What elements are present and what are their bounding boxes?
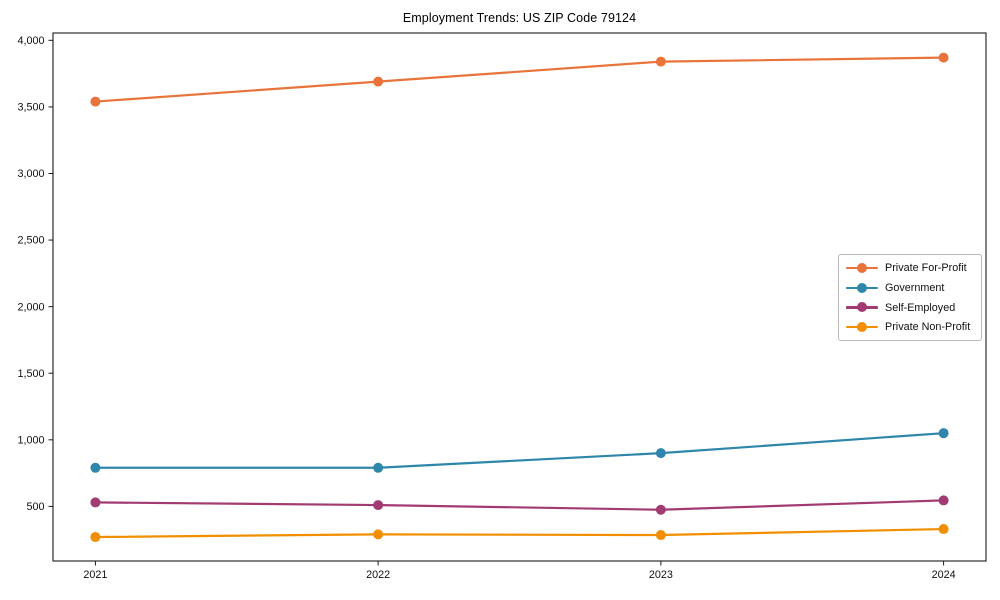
x-tick-label: 2023 <box>649 569 673 581</box>
data-point-self-employed-2023 <box>655 504 666 515</box>
data-point-government-2023 <box>655 448 666 459</box>
data-point-government-2021 <box>90 462 101 473</box>
legend-item-private-for-profit: Private For-Profit <box>846 262 973 274</box>
y-tick-label: 3,000 <box>17 168 44 180</box>
y-tick-label: 1,500 <box>17 368 44 380</box>
data-point-private-for-profit-2023 <box>655 56 666 67</box>
plot-frame <box>52 32 987 562</box>
legend: Private For-Profit Government Self-Employe… <box>838 254 982 342</box>
data-point-private-non-profit-2022 <box>373 529 384 540</box>
data-point-self-employed-2024 <box>938 495 949 506</box>
y-tick-label: 500 <box>26 501 44 513</box>
legend-label: Private For-Profit <box>885 262 967 274</box>
x-axis: 2021 2022 2023 2024 <box>83 561 956 581</box>
y-tick-label: 3,500 <box>17 102 44 114</box>
legend-label: Government <box>885 281 945 294</box>
x-tick-label: 2024 <box>932 569 956 581</box>
data-point-government-2022 <box>373 462 384 473</box>
legend-label: Self-Employed <box>885 301 956 314</box>
legend-line-marker-icon <box>846 322 878 333</box>
series-line-private-non-profit <box>94 527 945 539</box>
legend-item-private-non-profit: Private Non-Profit <box>846 321 973 333</box>
data-point-private-non-profit-2024 <box>938 524 949 535</box>
series-line-private-for-profit <box>94 56 945 103</box>
series-government <box>90 428 949 473</box>
series-line-self-employed <box>94 499 945 511</box>
series-self-employed <box>90 495 949 515</box>
y-tick-label: 2,500 <box>17 235 44 247</box>
legend-line-marker-icon <box>846 282 878 293</box>
data-point-private-for-profit-2022 <box>373 76 384 87</box>
series-private-non-profit <box>90 524 949 543</box>
legend-line-marker-icon <box>846 302 878 313</box>
y-axis: 500 1,000 1,500 2,000 2,500 3,000 3,500 4,000 <box>17 35 53 513</box>
y-tick-label: 4,000 <box>17 35 44 47</box>
data-point-private-non-profit-2023 <box>655 530 666 541</box>
x-tick-label: 2022 <box>366 569 390 581</box>
legend-item-government: Government <box>846 282 973 294</box>
data-point-private-non-profit-2021 <box>90 532 101 543</box>
legend-line-marker-icon <box>846 262 878 273</box>
legend-item-self-employed: Self-Employed <box>846 302 973 314</box>
legend-label: Private Non-Profit <box>885 321 971 334</box>
y-tick-label: 2,000 <box>17 301 44 313</box>
data-point-private-for-profit-2024 <box>938 52 949 63</box>
series-line-government <box>94 432 945 469</box>
y-tick-label: 1,000 <box>17 434 44 446</box>
data-point-self-employed-2021 <box>90 497 101 508</box>
data-point-private-for-profit-2021 <box>90 96 101 107</box>
data-point-self-employed-2022 <box>373 500 384 511</box>
chart-title: Employment Trends: US ZIP Code 79124 <box>402 11 637 25</box>
x-tick-label: 2021 <box>83 569 107 581</box>
data-point-government-2024 <box>938 428 949 439</box>
series-private-for-profit <box>90 52 949 107</box>
